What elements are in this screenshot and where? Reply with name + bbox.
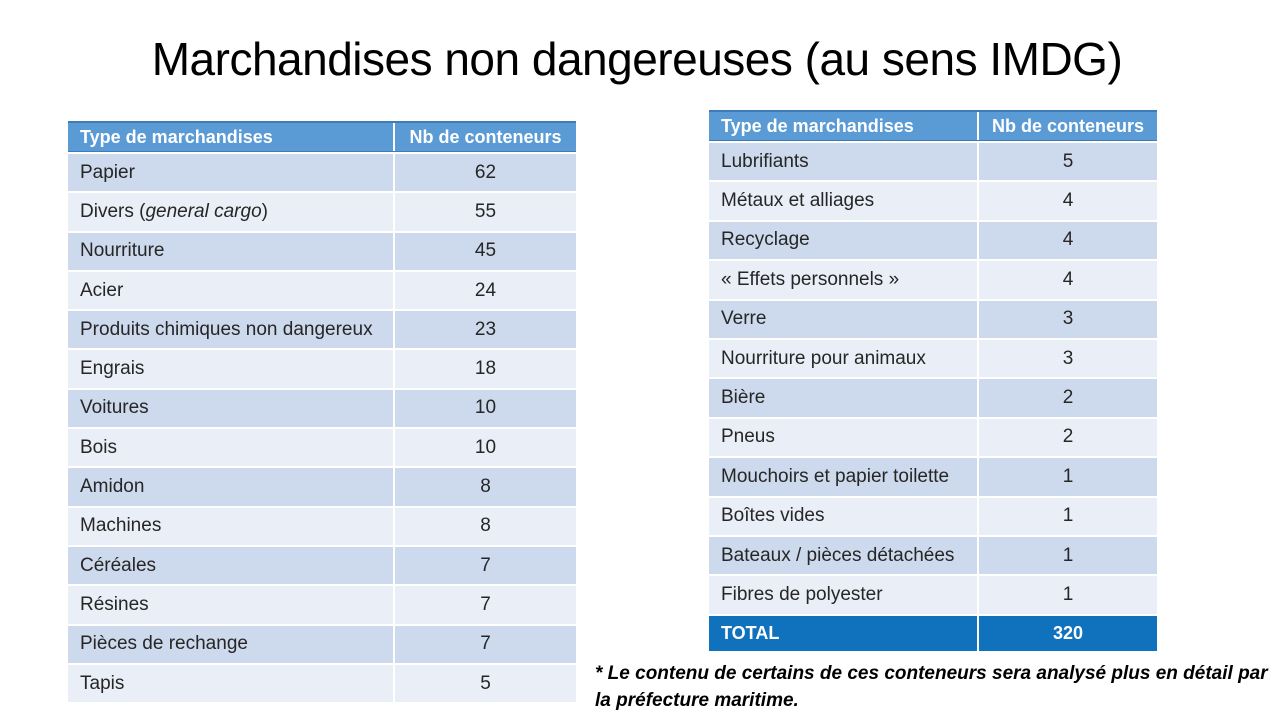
table-row: « Effets personnels » 4 — [709, 261, 1157, 299]
container-count-cell: 45 — [393, 232, 576, 270]
column-header-count: Nb de conteneurs — [393, 123, 576, 151]
table-row: Tapis 5 — [68, 664, 576, 703]
container-count-cell: 10 — [393, 389, 576, 428]
merchandise-type-cell: Nourriture — [80, 240, 165, 262]
table-row: Recyclage 4 — [709, 221, 1157, 260]
container-count-cell: 10 — [393, 429, 576, 467]
table-row: Lubrifiants 5 — [709, 143, 1157, 181]
table-row: Céréales 7 — [68, 546, 576, 585]
container-count-cell: 18 — [393, 350, 576, 388]
merchandise-type-cell: Tapis — [80, 672, 125, 694]
table-non-dangerous-goods-left: Type de marchandises Nb de conteneurs Pa… — [68, 121, 576, 703]
column-header-type: Type de marchandises — [80, 126, 273, 147]
slide-title: Marchandises non dangereuses (au sens IM… — [151, 33, 1123, 85]
merchandise-type-cell: Céréales — [80, 554, 157, 576]
merchandise-type-cell: Fibres de polyester — [721, 583, 883, 605]
container-count-cell: 2 — [977, 418, 1157, 457]
merchandise-type-cell: Divers (general cargo) — [80, 200, 268, 222]
merchandise-type-cell: Boîtes vides — [721, 505, 825, 527]
container-count-cell: 62 — [393, 154, 576, 192]
table-row: Fibres de polyester 1 — [709, 576, 1157, 614]
merchandise-type-cell: Machines — [80, 515, 162, 537]
merchandise-type-cell: Bière — [721, 387, 766, 409]
table-row: Voitures 10 — [68, 389, 576, 428]
table-row: Bière 2 — [709, 379, 1157, 417]
container-count-cell: 23 — [393, 311, 576, 349]
container-count-cell: 55 — [393, 193, 576, 231]
merchandise-type-cell: Pneus — [721, 426, 775, 448]
merchandise-type-cell: Voitures — [80, 397, 149, 419]
table-total-row: TOTAL 320 — [709, 615, 1157, 651]
table-body: Papier 62 Divers (general cargo) 55 Nourritu… — [68, 152, 576, 703]
column-header-count: Nb de conteneurs — [977, 112, 1157, 140]
merchandise-type-cell: Bois — [80, 436, 117, 458]
container-count-cell: 24 — [393, 271, 576, 310]
merchandise-type-cell: Verre — [721, 308, 767, 330]
table-row: Amidon 8 — [68, 468, 576, 506]
table-row: Mouchoirs et papier toilette 1 — [709, 458, 1157, 496]
table-row: Machines 8 — [68, 507, 576, 545]
container-count-cell: 4 — [977, 261, 1157, 299]
table-body: Lubrifiants 5 Métaux et alliages 4 Recyclage… — [709, 141, 1157, 614]
container-count-cell: 2 — [977, 379, 1157, 417]
container-count-cell: 3 — [977, 300, 1157, 338]
table-row: Divers (general cargo) 55 — [68, 193, 576, 231]
table-non-dangerous-goods-right: Type de marchandises Nb de conteneurs Lu… — [709, 110, 1157, 651]
merchandise-type-cell: Engrais — [80, 358, 145, 380]
merchandise-type-cell: Bateaux / pièces détachées — [721, 544, 955, 566]
table-row: Nourriture 45 — [68, 232, 576, 270]
table-row: Nourriture pour animaux 3 — [709, 339, 1157, 378]
merchandise-type-cell: Nourriture pour animaux — [721, 347, 926, 369]
table-row: Acier 24 — [68, 271, 576, 310]
container-count-cell: 4 — [977, 221, 1157, 260]
merchandise-type-cell: Lubrifiants — [721, 150, 809, 172]
column-header-type: Type de marchandises — [721, 115, 914, 136]
merchandise-type-cell: Mouchoirs et papier toilette — [721, 465, 950, 487]
container-count-cell: 1 — [977, 536, 1157, 575]
container-count-cell: 3 — [977, 339, 1157, 378]
container-count-cell: 1 — [977, 458, 1157, 496]
merchandise-type-cell: « Effets personnels » — [721, 268, 900, 290]
table-row: Bateaux / pièces détachées 1 — [709, 536, 1157, 575]
merchandise-type-cell: Pièces de rechange — [80, 633, 248, 655]
total-label-cell: TOTAL — [721, 622, 780, 643]
merchandise-type-cell: Produits chimiques non dangereux — [80, 318, 373, 340]
table-header-row: Type de marchandises Nb de conteneurs — [68, 121, 576, 152]
table-row: Bois 10 — [68, 429, 576, 467]
footnote: * Le contenu de certains de ces conteneu… — [595, 663, 1268, 711]
container-count-cell: 5 — [977, 143, 1157, 181]
table-row: Pièces de rechange 7 — [68, 625, 576, 663]
container-count-cell: 7 — [393, 546, 576, 585]
table-row: Résines 7 — [68, 586, 576, 624]
table-header-row: Type de marchandises Nb de conteneurs — [709, 110, 1157, 141]
merchandise-type-cell: Acier — [80, 279, 124, 301]
container-count-cell: 4 — [977, 182, 1157, 220]
container-count-cell: 8 — [393, 507, 576, 545]
merchandise-type-cell: Papier — [80, 161, 135, 183]
container-count-cell: 7 — [393, 625, 576, 663]
table-row: Produits chimiques non dangereux 23 — [68, 311, 576, 349]
merchandise-type-cell: Résines — [80, 593, 149, 615]
container-count-cell: 5 — [393, 664, 576, 703]
container-count-cell: 8 — [393, 468, 576, 506]
container-count-cell: 1 — [977, 576, 1157, 614]
table-row: Métaux et alliages 4 — [709, 182, 1157, 220]
merchandise-type-cell: Recyclage — [721, 229, 810, 251]
table-row: Pneus 2 — [709, 418, 1157, 457]
total-count-cell: 320 — [977, 615, 1157, 651]
container-count-cell: 1 — [977, 497, 1157, 535]
table-row: Papier 62 — [68, 154, 576, 192]
container-count-cell: 7 — [393, 586, 576, 624]
table-row: Boîtes vides 1 — [709, 497, 1157, 535]
merchandise-type-cell: Métaux et alliages — [721, 190, 875, 212]
merchandise-type-cell: Amidon — [80, 476, 145, 498]
table-row: Engrais 18 — [68, 350, 576, 388]
table-row: Verre 3 — [709, 300, 1157, 338]
